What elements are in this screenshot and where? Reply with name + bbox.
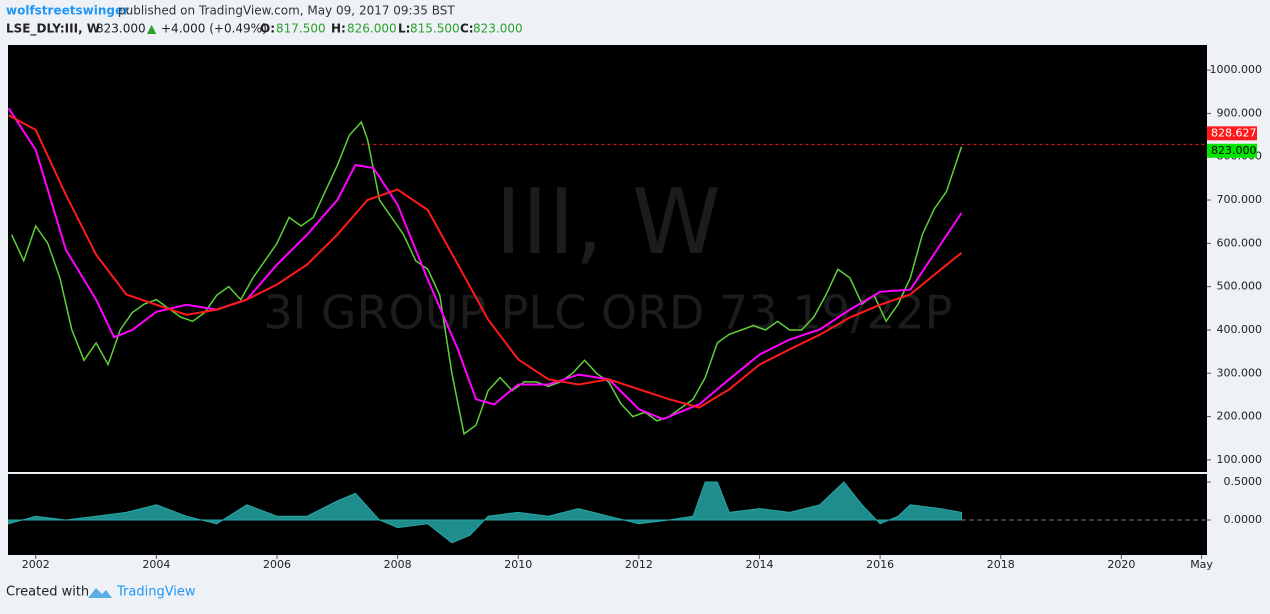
o: 817.500 (276, 22, 326, 36)
published: published on TradingView.com, May 09, 20… (118, 4, 455, 18)
x-tick-label: 2018 (987, 558, 1015, 571)
symbol: LSE_DLY:III, W (6, 22, 100, 37)
price-label-box (1207, 126, 1257, 141)
watermark-ticker: III, W (495, 170, 721, 275)
x-tick-label: 2008 (384, 558, 412, 571)
y-tick-label: 200.000 (1217, 410, 1263, 423)
y-tick-label: 1000.000 (1210, 63, 1263, 76)
x-tick-label: 2014 (745, 558, 773, 571)
price-label-box (1207, 143, 1257, 158)
oscillator-pane (8, 474, 1207, 555)
y-tick-label: 500.000 (1217, 280, 1263, 293)
y-tick-label: 400.000 (1217, 323, 1263, 336)
c: 823.000 (473, 22, 523, 36)
h-label: H: (331, 22, 346, 36)
h: 826.000 (347, 22, 397, 36)
price-pane (8, 45, 1207, 472)
change: +4.000 (+0.49%) (161, 22, 267, 36)
y-tick-label: 0.5000 (1224, 475, 1263, 488)
x-tick-label: 2012 (625, 558, 653, 571)
logo (88, 588, 112, 598)
x-tick-label: 2010 (504, 558, 532, 571)
arrow: ▲ (147, 22, 157, 36)
x-tick-label: May (1190, 558, 1213, 571)
y-tick-label: 0.0000 (1224, 513, 1263, 526)
price-label: 823.000 (1211, 144, 1257, 157)
series-line (7, 107, 963, 421)
y-tick-label: 700.000 (1217, 193, 1263, 206)
x-tick-label: 2016 (866, 558, 894, 571)
y-tick-label: 100.000 (1217, 453, 1263, 466)
x-tick-label: 2004 (142, 558, 170, 571)
author[interactable]: wolfstreetswinger (6, 4, 129, 18)
c-label: C: (460, 22, 474, 36)
o-label: O: (260, 22, 275, 36)
last: 823.000 (96, 22, 146, 36)
x-tick-label: 2020 (1107, 558, 1135, 571)
watermark-name: 3I GROUP PLC ORD 73 19/22P (263, 286, 952, 340)
footer-brand[interactable]: TradingView (116, 585, 196, 600)
x-tick-label: 2002 (22, 558, 50, 571)
price-label: 828.627 (1211, 126, 1257, 139)
y-tick-label: 300.000 (1217, 366, 1263, 379)
footer-created: Created with (6, 585, 89, 600)
l: 815.500 (410, 22, 460, 36)
plot: 100.000 200.000 300.000 400.000 500.000 600.0… (7, 63, 1263, 571)
series-line (8, 114, 963, 409)
y-tick-label: 900.000 (1217, 106, 1263, 119)
oscillator-area (8, 481, 963, 544)
y-tick-label: 600.000 (1217, 236, 1263, 249)
l-label: L: (398, 22, 410, 36)
x-tick-label: 2006 (263, 558, 291, 571)
